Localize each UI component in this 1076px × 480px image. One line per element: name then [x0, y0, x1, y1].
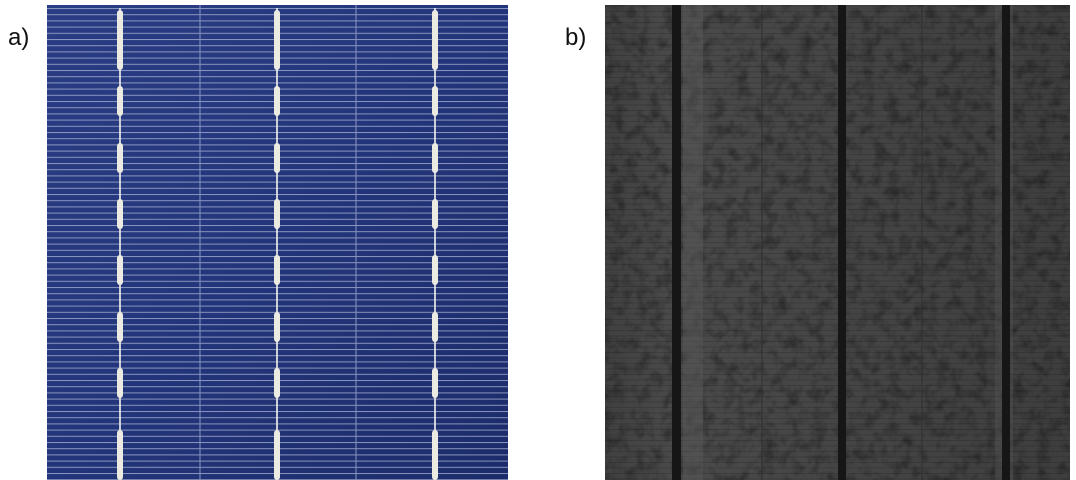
panel-label: b) [565, 24, 587, 51]
electroluminescence-image [605, 5, 1070, 480]
panel-label: a) [8, 24, 30, 51]
solar-cell-photo [47, 5, 508, 480]
